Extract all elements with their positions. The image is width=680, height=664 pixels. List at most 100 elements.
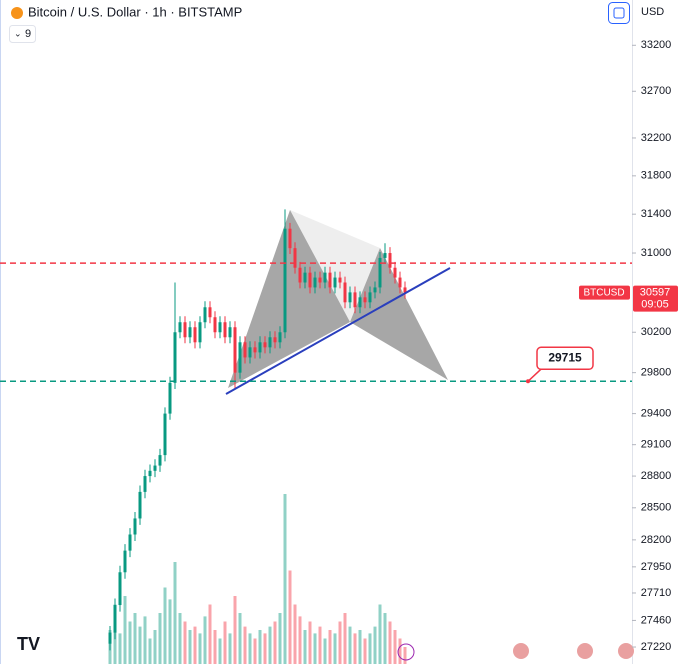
candle-body [108, 632, 112, 644]
volume-bar [183, 621, 187, 664]
volume-bar [138, 626, 142, 664]
volume-bar [268, 626, 272, 664]
y-tick-label: 32200 [641, 132, 672, 144]
candle-body [393, 267, 397, 278]
volume-bar [243, 626, 247, 664]
indicator-toggle[interactable] [9, 25, 36, 43]
volume-bar [283, 494, 287, 664]
candle-body [123, 550, 127, 573]
volume-bar [173, 562, 177, 664]
volume-bar [188, 630, 192, 664]
volume-bar [348, 626, 352, 664]
y-tick-label: 31400 [641, 208, 672, 220]
volume-bar [218, 638, 222, 664]
candle-body [398, 277, 402, 288]
coin-icon [11, 7, 23, 19]
candle-body [363, 297, 367, 303]
candle-body [323, 272, 327, 283]
candle-body [168, 382, 172, 414]
candle-body [228, 327, 232, 338]
volume-bar [163, 587, 167, 664]
candle-body [253, 347, 257, 353]
candle-body [298, 267, 302, 283]
candle-body [178, 322, 182, 333]
volume-bar [378, 604, 382, 664]
callout-anchor [526, 379, 530, 384]
volume-bar [353, 633, 357, 664]
last-price: 30597 [640, 287, 671, 299]
candle-body [198, 322, 202, 343]
volume-bar [118, 633, 122, 664]
candle-body [348, 292, 352, 303]
volume-bar [328, 630, 332, 664]
volume-bar [148, 638, 152, 664]
candle-body [368, 292, 372, 303]
indicator-count: 9 [25, 28, 31, 40]
callout-label: 29715 [548, 350, 582, 364]
candle-body [173, 332, 177, 383]
callout-box [536, 346, 594, 371]
y-tick-label: 28800 [641, 470, 672, 482]
candle-body [248, 347, 252, 358]
currency-menu[interactable]: USD [641, 6, 664, 18]
candle-body [288, 228, 292, 249]
volume-bar [128, 621, 132, 664]
candle-body [158, 455, 162, 466]
candle-body [388, 253, 392, 268]
volume-bar [248, 633, 252, 664]
candle-body [143, 476, 147, 492]
event-icon [577, 643, 593, 659]
y-tick-label: 33200 [641, 39, 672, 51]
volume-bar [388, 621, 392, 664]
volume-bar [343, 613, 347, 664]
volume-bar [323, 638, 327, 664]
y-tick-label: 30200 [641, 326, 672, 338]
candle-body [223, 322, 227, 338]
countdown: 09:05 [641, 299, 669, 311]
candle-body [128, 534, 132, 551]
volume-bar [363, 638, 367, 664]
candle-body [268, 337, 272, 348]
chart-title: Bitcoin / U.S. Dollar · 1h · BITSTAMP [28, 4, 242, 19]
y-tick-label: 29100 [641, 439, 672, 451]
fullscreen-icon [613, 7, 625, 19]
candle-body [148, 470, 152, 477]
candle-body [203, 307, 207, 323]
y-tick-label: 29400 [641, 408, 672, 420]
y-tick-label: 27710 [641, 587, 672, 599]
volume-bar [373, 626, 377, 664]
candle-body [138, 491, 142, 519]
tv-logo: TV [17, 634, 40, 654]
candle-body [163, 413, 167, 456]
volume-bar [198, 633, 202, 664]
volume-bar [143, 616, 147, 664]
volume-bar [178, 613, 182, 664]
chevron: ⌄ [14, 28, 22, 38]
symbol-tag [579, 285, 630, 300]
y-tick-label: 31000 [641, 247, 672, 259]
price-tag [633, 285, 678, 312]
candle-body [293, 248, 297, 268]
volume-bar [303, 630, 307, 664]
candle-body [403, 287, 407, 293]
volume-bar [393, 630, 397, 664]
candle-body [183, 322, 187, 338]
volume-bar [233, 596, 237, 664]
trend-line [225, 267, 451, 395]
volume-bar [368, 633, 372, 664]
volume-bar [223, 621, 227, 664]
volume-bar [158, 613, 162, 664]
volume-bar [168, 599, 172, 664]
candle-body [208, 307, 212, 318]
candle-body [278, 332, 282, 343]
y-tick-label: 29800 [641, 367, 672, 379]
volume-bar [228, 633, 232, 664]
fullscreen-button[interactable] [608, 2, 630, 24]
candle-body [343, 282, 347, 303]
volume-bar [293, 604, 297, 664]
candles-layer [108, 209, 407, 651]
volume-bar [358, 630, 362, 664]
volume-bar [298, 616, 302, 664]
candle-body [133, 518, 137, 535]
